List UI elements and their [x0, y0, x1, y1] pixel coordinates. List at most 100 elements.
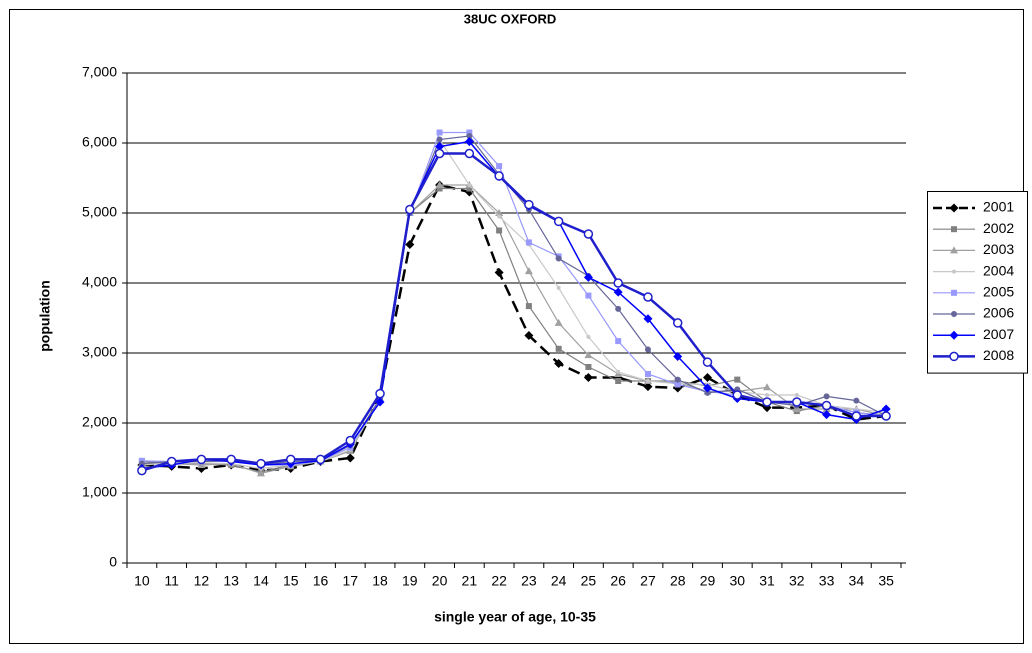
- y-tick-label: 5,000: [82, 204, 117, 220]
- x-tick-label: 21: [462, 573, 478, 589]
- point: [405, 240, 415, 249]
- point: [703, 383, 712, 393]
- point: [851, 411, 862, 421]
- point: [496, 227, 503, 234]
- point: [226, 454, 236, 465]
- legend-marker: [949, 351, 959, 362]
- point: [556, 285, 561, 290]
- y-tick-label: 2,000: [82, 414, 117, 430]
- point: [285, 454, 296, 465]
- point: [436, 129, 443, 136]
- x-tick-label: 16: [313, 573, 329, 589]
- legend-label: 2003: [983, 241, 1014, 257]
- point: [881, 404, 891, 414]
- point: [794, 393, 799, 397]
- point: [497, 214, 502, 219]
- point: [823, 393, 830, 400]
- point: [525, 239, 532, 246]
- legend-label: 2001: [983, 199, 1014, 215]
- series-line: [141, 183, 887, 472]
- point: [615, 338, 622, 345]
- point: [466, 185, 473, 192]
- x-tick-label: 22: [491, 573, 507, 589]
- point: [553, 216, 564, 227]
- point: [763, 383, 772, 391]
- point: [466, 129, 473, 136]
- x-tick-label: 11: [164, 573, 179, 589]
- x-tick-label: 24: [551, 573, 567, 589]
- legend-marker: [952, 269, 956, 274]
- point: [138, 460, 145, 467]
- point: [644, 371, 651, 377]
- point: [821, 400, 832, 411]
- point: [643, 314, 653, 324]
- x-tick-label: 14: [253, 573, 269, 589]
- x-tick-label: 32: [789, 573, 805, 589]
- point: [583, 272, 593, 282]
- legend-marker: [951, 289, 957, 296]
- point: [256, 458, 266, 469]
- series-line: [141, 187, 887, 473]
- point: [585, 292, 592, 299]
- point: [554, 359, 564, 368]
- y-tick-label: 4,000: [82, 274, 117, 290]
- x-tick-label: 31: [759, 573, 775, 589]
- point: [613, 278, 623, 288]
- point: [524, 199, 534, 210]
- legend-label: 2007: [983, 326, 1014, 342]
- legend-label: 2005: [983, 284, 1014, 300]
- point: [765, 393, 770, 397]
- y-tick-label: 6,000: [82, 134, 117, 150]
- point: [345, 453, 355, 463]
- point: [613, 287, 623, 297]
- point: [586, 334, 591, 339]
- point: [762, 397, 772, 407]
- x-tick-label: 29: [700, 573, 716, 589]
- point: [166, 456, 177, 467]
- point: [524, 331, 534, 340]
- x-tick-label: 19: [402, 573, 418, 589]
- point: [643, 292, 653, 302]
- point: [315, 454, 326, 465]
- x-tick-label: 28: [670, 573, 686, 589]
- point: [584, 351, 593, 359]
- point: [494, 171, 504, 181]
- series: [137, 148, 891, 476]
- y-tick-label: 7,000: [82, 64, 117, 80]
- point: [585, 364, 592, 370]
- y-tick-label: 0: [109, 554, 117, 570]
- x-tick-label: 13: [223, 573, 239, 589]
- point: [345, 435, 356, 446]
- legend-marker: [949, 330, 959, 340]
- legend-marker: [951, 311, 957, 317]
- x-tick-label: 12: [194, 573, 210, 589]
- x-tick-label: 10: [134, 573, 150, 589]
- point: [672, 318, 683, 328]
- point: [256, 469, 265, 477]
- x-tick-label: 15: [283, 573, 299, 589]
- legend-marker: [950, 246, 958, 254]
- y-tick-label: 3,000: [82, 344, 117, 360]
- x-tick-label: 27: [640, 573, 656, 589]
- legend-label: 2006: [983, 305, 1014, 321]
- chart-border: [9, 9, 1024, 644]
- point: [615, 305, 622, 312]
- x-tick-label: 30: [729, 573, 745, 589]
- point: [494, 268, 504, 277]
- point: [436, 136, 443, 143]
- series-line: [141, 184, 887, 475]
- point: [435, 142, 445, 151]
- point: [196, 454, 207, 465]
- point: [137, 465, 147, 476]
- point: [375, 388, 385, 399]
- legend-box: [927, 191, 1028, 374]
- point: [464, 148, 475, 159]
- point: [643, 382, 653, 392]
- x-axis-title: single year of age, 10-35: [434, 609, 596, 625]
- point: [435, 181, 444, 188]
- legend-marker: [951, 226, 957, 233]
- x-tick-label: 35: [878, 573, 894, 589]
- point: [615, 378, 622, 384]
- y-tick-label: 1,000: [82, 484, 117, 500]
- x-tick-label: 23: [521, 573, 537, 589]
